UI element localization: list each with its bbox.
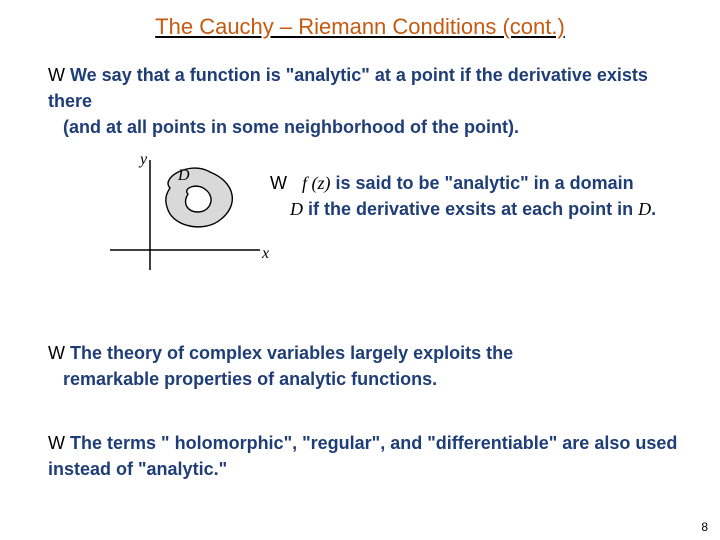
axes-diagram: y x D bbox=[90, 150, 280, 300]
b3-line-2: remarkable properties of analytic functi… bbox=[63, 369, 437, 389]
fz-symbol: f (z) bbox=[302, 173, 331, 193]
domain-label: D bbox=[177, 167, 190, 184]
y-axis-label: y bbox=[138, 151, 148, 168]
bullet-marker: W bbox=[48, 65, 70, 85]
b2-D1: D bbox=[290, 199, 303, 219]
b2-rest: if the derivative exsits at each point i… bbox=[308, 199, 638, 219]
b2-period: . bbox=[651, 199, 656, 219]
b2-mid: is said to be "analytic" in a domain bbox=[336, 173, 634, 193]
bullet-marker: W bbox=[48, 433, 65, 453]
bullet-1-line-2: (and at all points in some neighborhood … bbox=[63, 117, 519, 137]
bullet-3: W The theory of complex variables largel… bbox=[48, 340, 688, 392]
b2-D2: D bbox=[638, 199, 651, 219]
bullet-marker: W bbox=[48, 343, 70, 363]
bullet-4: W The terms " holomorphic", "regular", a… bbox=[48, 430, 688, 482]
bullet-marker: W bbox=[270, 173, 287, 193]
page-number: 8 bbox=[701, 520, 708, 534]
slide-title: The Cauchy – Riemann Conditions (cont.) bbox=[0, 0, 720, 40]
bullet-1-line-1: We say that a function is "analytic" at … bbox=[48, 65, 648, 111]
b3-line-1: The theory of complex variables largely … bbox=[70, 343, 513, 363]
x-axis-label: x bbox=[261, 245, 269, 262]
bullet-2: W f (z) is said to be "analytic" in a do… bbox=[270, 170, 690, 222]
b4-text: The terms " holomorphic", "regular", and… bbox=[48, 433, 677, 479]
bullet-1: W We say that a function is "analytic" a… bbox=[48, 62, 688, 140]
title-text: The Cauchy – Riemann Conditions (cont.) bbox=[155, 14, 565, 39]
